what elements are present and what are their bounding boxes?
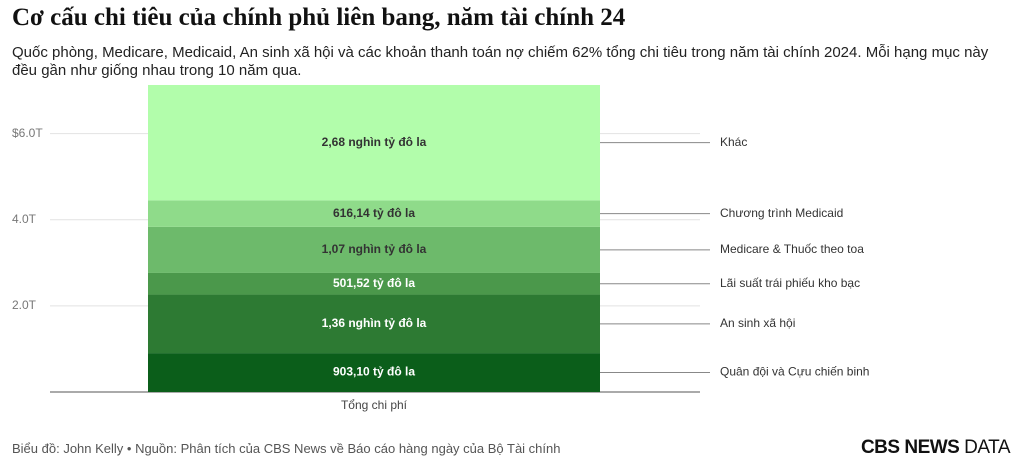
bar-segment (148, 226, 600, 273)
bar-segment (148, 84, 600, 201)
legend-label: Chương trình Medicaid (720, 206, 843, 220)
logo-light: DATA (964, 437, 1010, 458)
bar-segment (148, 294, 600, 354)
bar-segment (148, 200, 600, 227)
value-label: 501,52 tỷ đô la (333, 276, 415, 290)
legend-label: Khác (720, 135, 747, 149)
legend-label: An sinh xã hội (720, 316, 795, 330)
chart-title: Cơ cấu chi tiêu của chính phủ liên bang,… (12, 4, 626, 31)
source-note: Biểu đồ: John Kelly • Nguồn: Phân tích c… (12, 441, 561, 456)
value-label: 1,07 nghìn tỷ đô la (322, 242, 427, 256)
legend-label: Quân đội và Cựu chiến binh (720, 365, 869, 379)
logo-bold: CBS NEWS (860, 437, 960, 458)
value-label: 616,14 tỷ đô la (333, 206, 415, 220)
y-tick-label: 4.0T (12, 212, 37, 226)
y-tick-label: $6.0T (12, 126, 43, 140)
value-label: 2,68 nghìn tỷ đô la (322, 135, 427, 149)
legend-label: Lãi suất trái phiếu kho bạc (720, 276, 860, 290)
bar-segment (148, 272, 600, 295)
value-label: 1,36 nghìn tỷ đô la (322, 316, 427, 330)
bar-segment (148, 353, 600, 392)
value-label: 903,10 tỷ đô la (333, 365, 415, 379)
chart-subtitle: Quốc phòng, Medicare, Medicaid, An sinh … (12, 44, 989, 79)
y-tick-label: 2.0T (12, 298, 37, 312)
logo: CBS NEWS DATA (860, 437, 1011, 459)
x-tick-label: Tổng chi phí (341, 398, 408, 412)
legend-label: Medicare & Thuốc theo toa (720, 242, 864, 256)
